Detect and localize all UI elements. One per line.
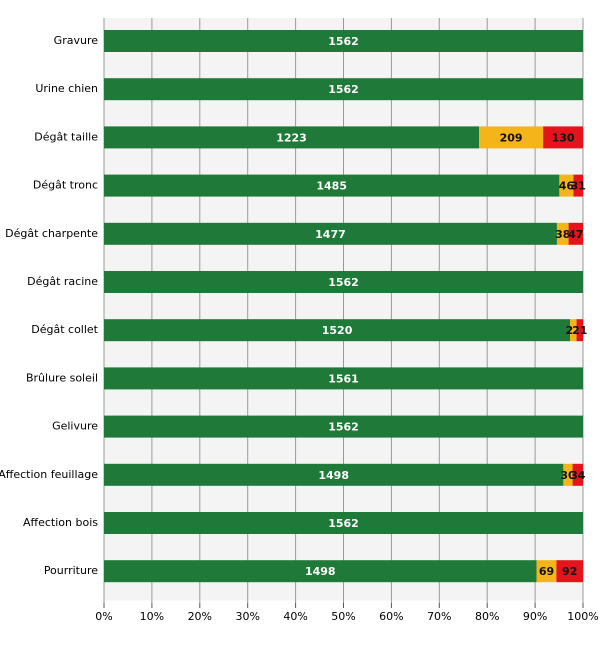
data-label: 46 — [559, 180, 575, 193]
data-label: 209 — [500, 131, 523, 144]
category-label: Dégât charpente — [5, 227, 98, 240]
data-label: 69 — [539, 565, 554, 578]
bar-segment — [568, 222, 583, 245]
category-label: Brûlure soleil — [26, 371, 98, 384]
data-label: 1562 — [328, 83, 359, 96]
category-label: Dégât collet — [31, 323, 98, 336]
bar-segment — [104, 463, 564, 486]
data-label: 47 — [568, 228, 583, 241]
data-label: 1562 — [328, 276, 359, 289]
bar-segment — [573, 174, 583, 197]
data-label: 1498 — [318, 469, 349, 482]
data-label: 1223 — [276, 131, 307, 144]
data-label: 1562 — [328, 421, 359, 434]
bar-segment — [104, 415, 583, 438]
data-label: 1485 — [316, 180, 347, 193]
bar-segment — [104, 30, 583, 52]
bar-segment — [104, 512, 583, 534]
bar-segment — [572, 463, 583, 486]
x-tick-label: 50% — [331, 610, 355, 623]
x-tick-label: 10% — [140, 610, 164, 623]
data-label: 1562 — [328, 35, 359, 48]
bar-segment — [104, 560, 537, 583]
bar-segment — [556, 560, 583, 583]
category-label: Dégât taille — [34, 130, 98, 143]
bar-segment — [104, 78, 583, 101]
bar-segment — [536, 560, 557, 583]
data-label: 30 — [560, 469, 576, 482]
data-label: 1562 — [328, 517, 359, 530]
x-tick-label: 60% — [379, 610, 403, 623]
data-label: 92 — [562, 565, 577, 578]
bar-segment — [479, 126, 544, 149]
category-label: Affection feuillage — [0, 468, 98, 481]
data-label: 130 — [552, 131, 575, 144]
category-label: Dégât tronc — [33, 179, 98, 192]
category-label: Affection bois — [23, 516, 98, 529]
bar-segment — [543, 126, 583, 149]
category-label: Urine chien — [35, 82, 98, 95]
bar-segment — [104, 271, 583, 293]
data-label: 31 — [571, 180, 586, 193]
bar-segment — [556, 222, 569, 245]
data-label: 34 — [570, 469, 586, 482]
x-tick-label: 30% — [235, 610, 259, 623]
category-label: Gravure — [54, 34, 99, 47]
x-tick-label: 0% — [95, 610, 112, 623]
category-label: Dégât racine — [27, 275, 98, 288]
data-label: 1561 — [328, 372, 359, 385]
x-tick-label: 90% — [523, 610, 547, 623]
bar-segment — [570, 319, 577, 342]
x-tick-label: 100% — [567, 610, 598, 623]
bar-segment — [104, 367, 583, 390]
data-label: 21 — [572, 324, 587, 337]
data-label: 38 — [555, 228, 570, 241]
bar-segment — [576, 319, 583, 342]
x-tick-label: 20% — [188, 610, 212, 623]
category-label: Pourriture — [44, 564, 98, 577]
bar-segment — [104, 319, 571, 342]
bar-segment — [104, 126, 480, 149]
bar-segment — [104, 174, 560, 197]
x-tick-label: 40% — [283, 610, 307, 623]
bar-segment — [563, 463, 573, 486]
x-tick-label: 70% — [427, 610, 451, 623]
data-label: 1477 — [315, 228, 346, 241]
category-label: Gelivure — [52, 420, 98, 433]
x-tick-label: 80% — [475, 610, 499, 623]
data-label: 1498 — [305, 565, 336, 578]
bar-segment — [559, 174, 574, 197]
data-label: 1520 — [322, 324, 353, 337]
bar-segment — [104, 222, 557, 245]
